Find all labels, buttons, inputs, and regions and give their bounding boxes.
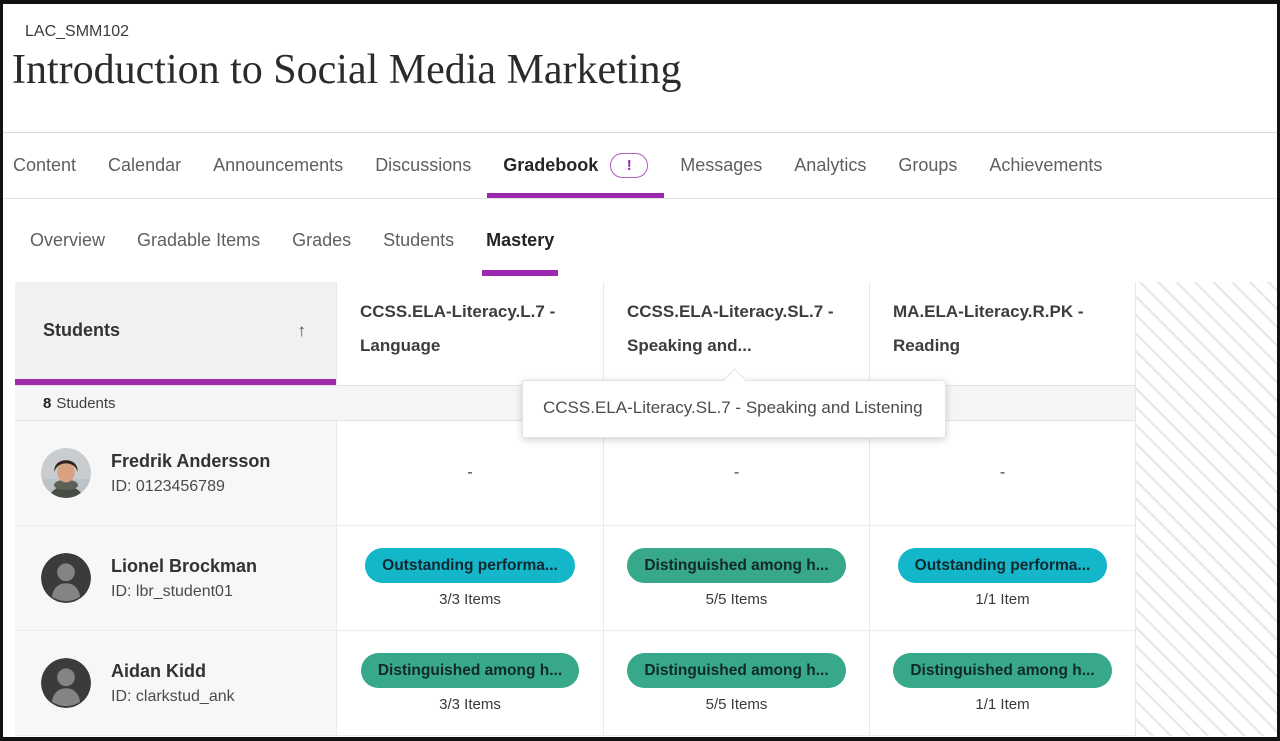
tab-achievements[interactable]: Achievements [989, 155, 1103, 175]
mastery-cell[interactable]: - [336, 421, 603, 526]
mastery-level-pill[interactable]: Distinguished among h... [627, 653, 846, 688]
student-id: ID: lbr_student01 [111, 582, 233, 600]
mastery-cell[interactable]: Outstanding performa... 1/1 Item [869, 526, 1135, 631]
student-row-lionel-brockman[interactable]: Lionel Brockman ID: lbr_student01 [15, 526, 336, 631]
tab-calendar[interactable]: Calendar [108, 155, 182, 175]
mastery-cell[interactable]: Distinguished among h... 1/1 Item [869, 631, 1135, 736]
subtab-students[interactable]: Students [383, 230, 455, 250]
alert-badge-icon: ! [610, 153, 649, 178]
tab-groups[interactable]: Groups [898, 155, 958, 175]
tab-discussions[interactable]: Discussions [375, 155, 472, 175]
student-count-label: Students [56, 394, 116, 412]
mastery-level-pill[interactable]: Outstanding performa... [365, 548, 575, 583]
items-count: 5/5 Items [705, 591, 768, 608]
avatar-silhouette [41, 553, 91, 603]
mastery-cell[interactable]: - [869, 421, 1135, 526]
mastery-cell[interactable]: Outstanding performa... 3/3 Items [336, 526, 603, 631]
student-count-value: 8 [43, 394, 52, 412]
mastery-cell[interactable]: Distinguished among h... 5/5 Items [603, 526, 869, 631]
tooltip-text: CCSS.ELA-Literacy.SL.7 - Speaking and Li… [543, 398, 923, 417]
sort-ascending-icon[interactable]: ↑ [297, 320, 307, 340]
tab-gradebook[interactable]: Gradebook ! [487, 133, 665, 198]
student-id: ID: 0123456789 [111, 477, 225, 495]
student-row-aidan-kidd[interactable]: Aidan Kidd ID: clarkstud_ank [15, 631, 336, 736]
student-id: ID: clarkstud_ank [111, 687, 235, 705]
subtab-gradable-items[interactable]: Gradable Items [137, 230, 261, 250]
avatar-photo [41, 448, 91, 498]
items-count: 3/3 Items [439, 696, 501, 713]
items-count: 1/1 Item [975, 591, 1030, 608]
subtab-grades[interactable]: Grades [292, 230, 352, 250]
tab-content[interactable]: Content [13, 155, 77, 175]
mastery-cell[interactable]: Distinguished among h... 5/5 Items [603, 631, 869, 736]
items-count: 1/1 Item [975, 696, 1030, 713]
student-name: Aidan Kidd [111, 660, 206, 681]
mastery-cell[interactable]: Distinguished among h... 3/3 Items [336, 631, 603, 736]
students-column-header[interactable]: Students ↑ [15, 282, 336, 385]
mastery-table: Students ↑ CCSS.ELA-Literacy.L.7 - Langu… [15, 282, 1277, 736]
gradebook-subnav: Overview Gradable Items Grades Students … [3, 199, 1277, 282]
mastery-level-pill[interactable]: Distinguished among h... [627, 548, 846, 583]
items-count: 3/3 Items [439, 591, 501, 608]
mastery-level-pill[interactable]: Outstanding performa... [897, 548, 1108, 583]
student-name: Lionel Brockman [111, 555, 258, 576]
page-title: Introduction to Social Media Marketing [12, 47, 682, 93]
empty-columns-stripes [1135, 282, 1277, 736]
tab-messages[interactable]: Messages [680, 155, 763, 175]
student-row-fredrik-andersson[interactable]: Fredrik Andersson ID: 0123456789 [15, 421, 336, 526]
standard-column-header-2[interactable]: CCSS.ELA-Literacy.SL.7 - Speaking and... [603, 282, 869, 385]
subtab-overview[interactable]: Overview [30, 230, 106, 250]
mastery-level-pill[interactable]: Distinguished among h... [893, 653, 1112, 688]
items-count: 5/5 Items [705, 696, 768, 713]
subtab-mastery[interactable]: Mastery [470, 199, 570, 282]
standard-column-header-3[interactable]: MA.ELA-Literacy.R.PK - Reading [869, 282, 1135, 385]
standard-tooltip: CCSS.ELA-Literacy.SL.7 - Speaking and Li… [522, 368, 946, 439]
mastery-level-pill[interactable]: Distinguished among h... [360, 653, 580, 688]
avatar-silhouette [41, 658, 91, 708]
tab-analytics[interactable]: Analytics [794, 155, 867, 175]
course-code: LAC_SMM102 [25, 23, 130, 40]
student-name: Fredrik Andersson [111, 450, 271, 471]
tab-announcements[interactable]: Announcements [213, 155, 344, 175]
course-header: LAC_SMM102 Introduction to Social Media … [3, 4, 1277, 133]
course-nav: Content Calendar Announcements Discussio… [3, 133, 1277, 199]
mastery-cell[interactable]: - [603, 421, 869, 526]
standard-column-header-1[interactable]: CCSS.ELA-Literacy.L.7 - Language [336, 282, 603, 385]
